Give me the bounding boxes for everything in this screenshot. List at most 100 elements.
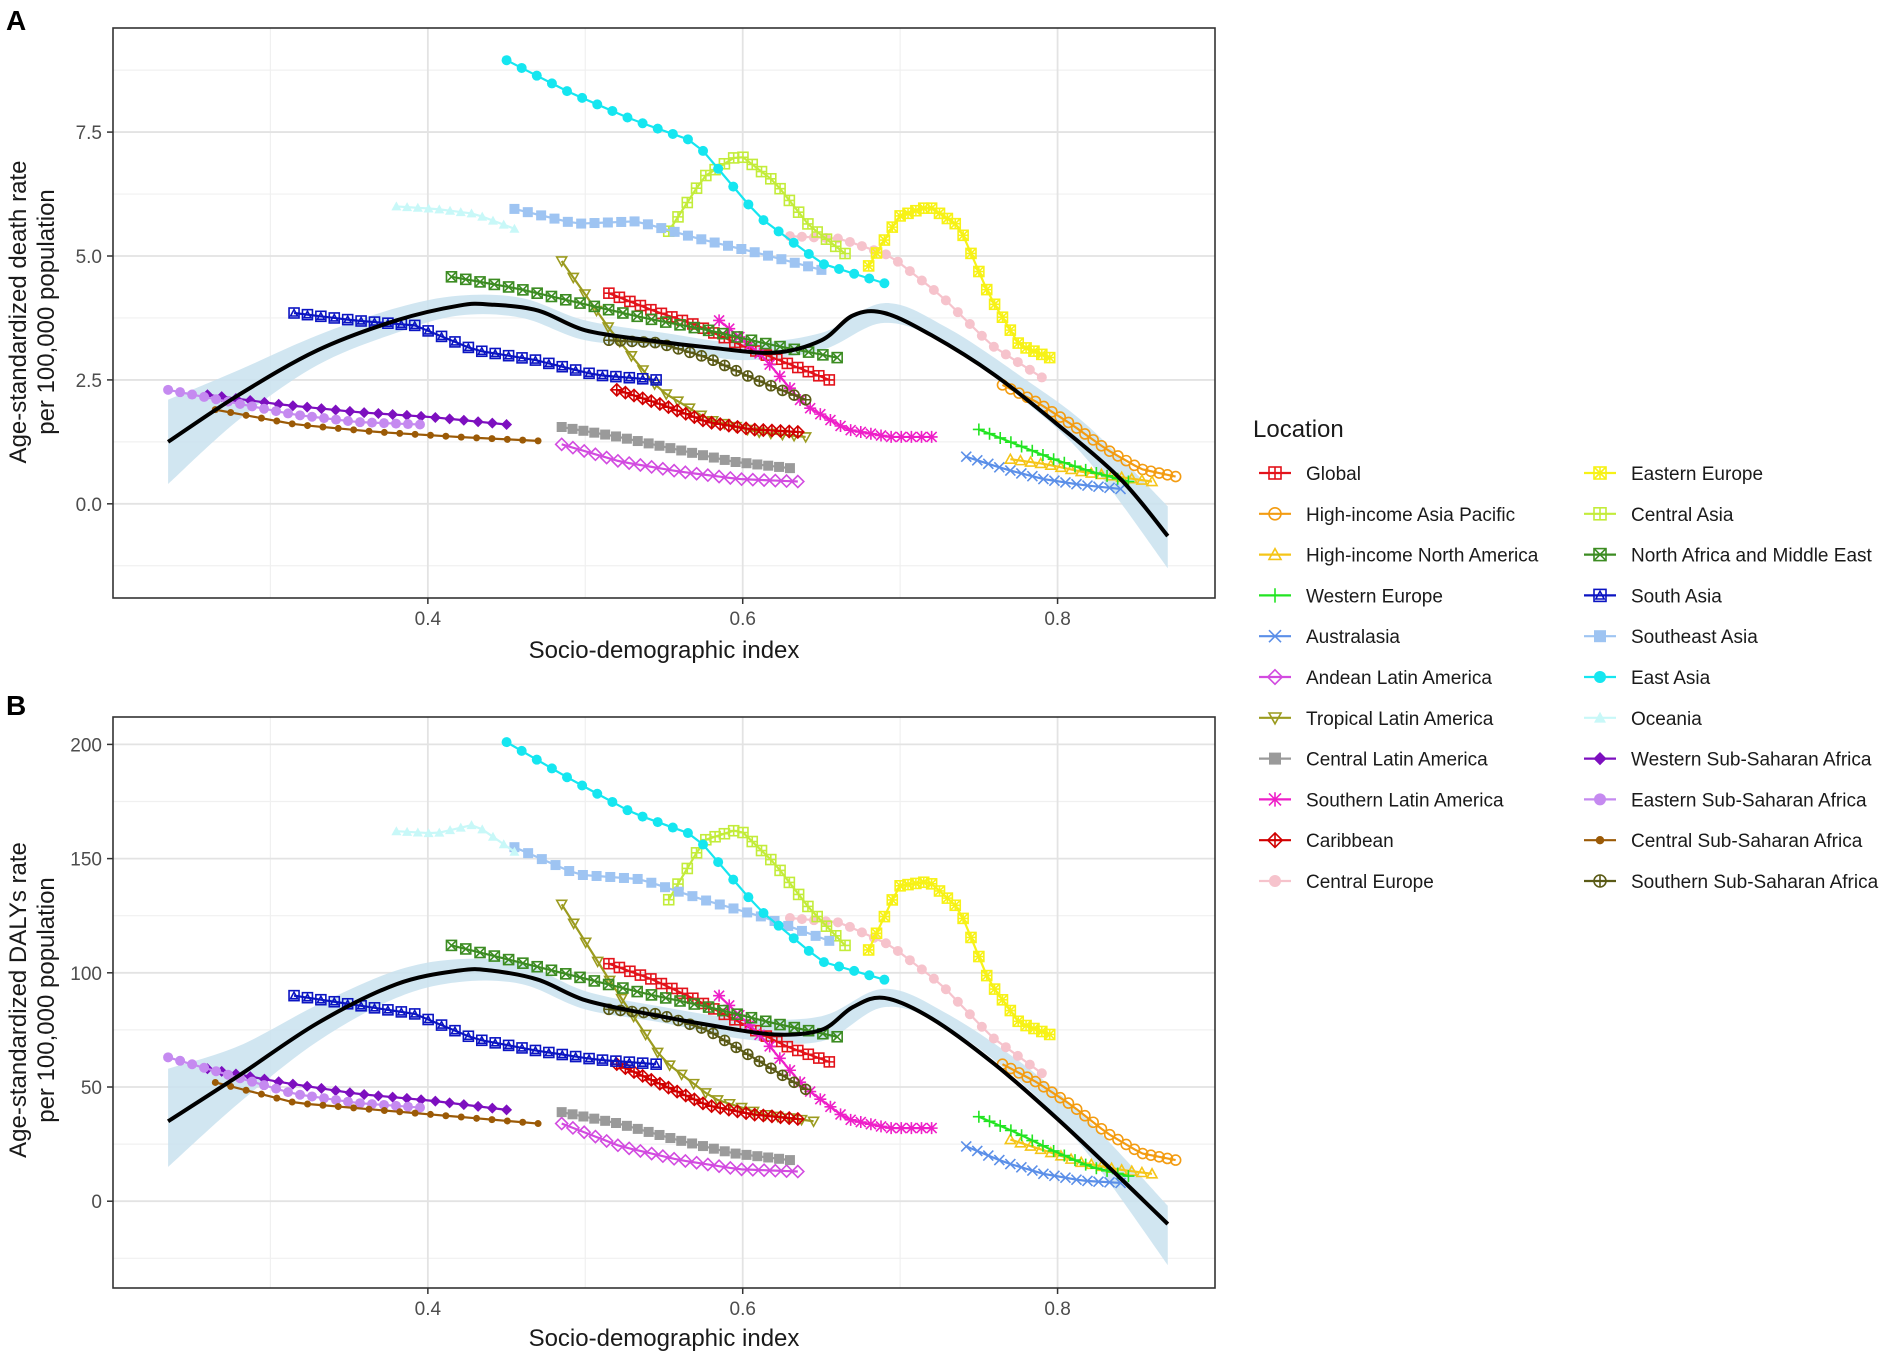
panel-a-data-point (565, 440, 581, 455)
panel-b-data-point (488, 1116, 496, 1124)
panel-b-data-point (792, 888, 805, 901)
panel-b-data-point (790, 1111, 805, 1127)
panel-b-data-point (996, 994, 1009, 1006)
panel-b-confidence-band (168, 958, 1168, 1266)
legend-item-central-sub-saharan-africa: Central Sub-Saharan Africa (1584, 831, 1863, 852)
panel-b-data-point (718, 1034, 731, 1047)
panel-a-data-point (864, 273, 875, 284)
panel-a-data-point (790, 424, 805, 440)
panel-b-data-point (844, 921, 855, 932)
panel-b-data-point (578, 1111, 589, 1122)
panel-b-data-point (503, 1117, 511, 1125)
panel-b-series-eastern-europe (862, 876, 1056, 1041)
panel-b-data-point (669, 1084, 685, 1099)
panel-a-data-point (1145, 474, 1159, 487)
panel-a-data-point (1079, 463, 1092, 476)
legend-key-marker (1266, 831, 1284, 849)
panel-b-data-point (699, 1088, 712, 1100)
panel-b-data-point (1004, 1004, 1017, 1017)
panel-b-data-point (783, 920, 794, 931)
panel-b-y-tick-label: 200 (70, 735, 102, 756)
panel-a-data-point (475, 345, 488, 358)
panel-b-data-point (554, 1116, 569, 1131)
panel-a-data-point (1092, 481, 1105, 493)
panel-a-series-western-sub-saharan-africa (201, 389, 513, 431)
panel-b-data-point (1081, 1175, 1094, 1187)
panel-b-data-point (516, 745, 527, 756)
panel-b-data-point (1015, 1161, 1027, 1173)
panel-a-data-point (1103, 482, 1116, 494)
panel-a-data-point (423, 203, 434, 213)
panel-a-data-point (610, 453, 626, 469)
panel-a-data-point (445, 271, 458, 283)
panel-a-data-point (562, 216, 573, 227)
panel-a-data-point (915, 430, 928, 443)
panel-a-data-point (1069, 460, 1081, 473)
panel-b-data-point (690, 847, 703, 859)
panel-b-data-point (211, 1066, 222, 1077)
panel-a-data-point (792, 206, 805, 218)
panel-b-data-point (583, 1052, 595, 1065)
panel-a-data-point (519, 436, 527, 444)
panel-b-series-western-europe (972, 1110, 1135, 1183)
panel-b-data-point (743, 892, 754, 903)
panel-a-data-point (534, 437, 542, 445)
panel-b-data-point (343, 1096, 354, 1107)
panel-a-data-point (271, 406, 282, 417)
panel-a-data-point (790, 474, 805, 489)
panel-a-data-point (1036, 448, 1049, 461)
panel-a-data-point (529, 354, 542, 366)
panel-a-series-high-income-asia-pacific (996, 379, 1182, 483)
panel-a-data-point (661, 400, 676, 415)
panel-b-data-point (423, 828, 434, 838)
panel-b-data-point (247, 1076, 258, 1087)
legend-key-marker (1593, 874, 1607, 888)
panel-a-data-point (982, 458, 994, 470)
panel-a-data-point (187, 389, 198, 400)
panel-b-data-point (501, 1104, 513, 1116)
panel-a-data-point (562, 86, 573, 97)
panel-b-data-point (713, 857, 724, 868)
panel-b-series-line (167, 1056, 421, 1109)
panel-b-data-point (429, 1095, 441, 1107)
panel-a-data-point (163, 384, 174, 395)
legend-key-marker (1595, 836, 1605, 845)
panel-a-data-point (1004, 436, 1017, 449)
panel-b-data-point (380, 1107, 388, 1115)
panel-a-data-point (1161, 468, 1174, 481)
panel-a-series-line (560, 260, 806, 439)
panel-b-data-point (1043, 1028, 1056, 1041)
panel-a-data-point (235, 398, 246, 409)
panel-b-series-high-income-asia-pacific (996, 1058, 1182, 1166)
panel-b-data-point (964, 1009, 975, 1020)
panel-a-data-point (839, 247, 851, 260)
panel-b-series-central-sub-saharan-africa (211, 1078, 542, 1128)
panel-b-data-point (1079, 1109, 1091, 1122)
panel-b-data-point (941, 892, 954, 904)
panel-a-data-point (682, 230, 693, 241)
panel-b-data-point (502, 953, 515, 966)
panel-a-data-point (283, 408, 294, 419)
panel-a-data-point (344, 405, 356, 417)
panel-b-data-point (459, 943, 472, 955)
panel-b-data-point (271, 1083, 282, 1094)
panel-b-data-point (562, 772, 573, 783)
panel-a-data-point (1004, 464, 1016, 477)
panel-b-data-point (774, 1153, 785, 1164)
panel-a-data-point (559, 293, 572, 306)
panel-b-data-point (702, 1001, 715, 1013)
panel-b-data-point (534, 1120, 542, 1128)
panel-a-data-point (656, 223, 667, 234)
panel-b-series-line (207, 1067, 507, 1111)
legend-item-eastern-europe: Eastern Europe (1584, 464, 1763, 485)
panel-a-data-point (803, 249, 814, 260)
panel-b-data-point (742, 1048, 754, 1061)
legend-item-label: Southern Latin America (1306, 790, 1504, 811)
panel-b-data-point (489, 1037, 502, 1049)
panel-a-y-tick-label: 0.0 (76, 495, 102, 516)
panel-b-data-point (875, 1120, 888, 1133)
panel-a-data-point (625, 351, 638, 363)
panel-a-data-point (803, 261, 814, 272)
panel-b-series-line (561, 1111, 791, 1162)
panel-b-data-point (988, 1033, 999, 1044)
